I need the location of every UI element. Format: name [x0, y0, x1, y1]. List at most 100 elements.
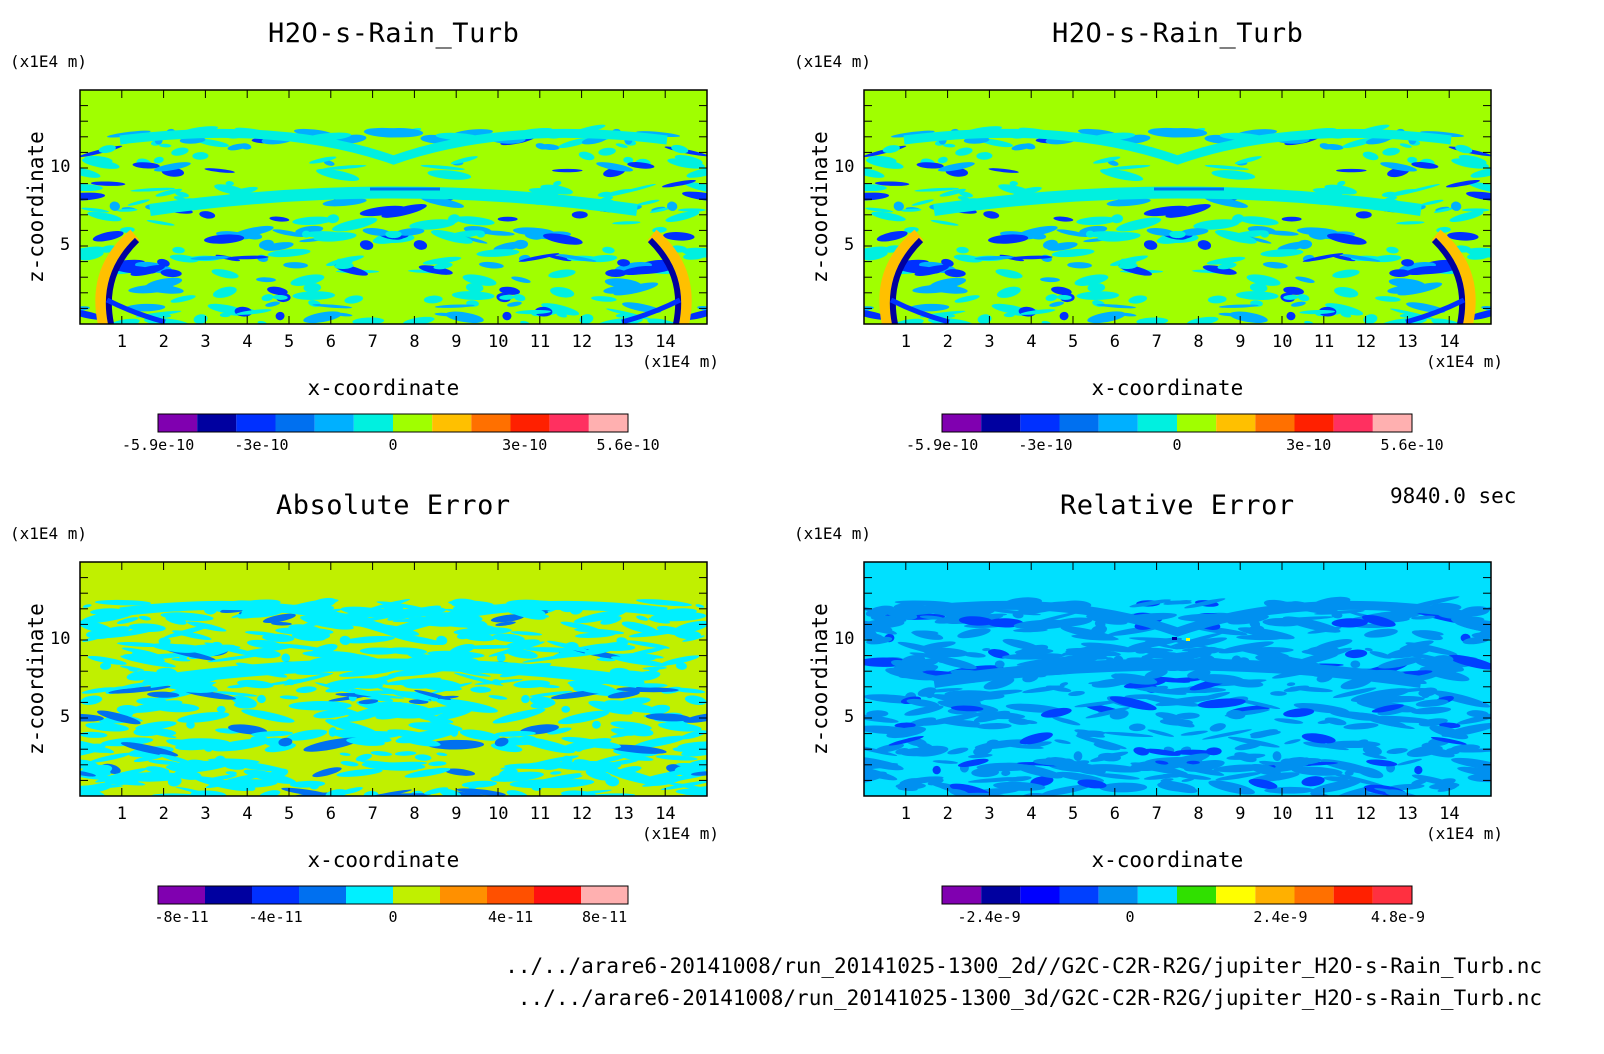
heatmap-patch	[186, 720, 195, 729]
heatmap-patch	[92, 231, 124, 242]
heatmap-patch	[283, 262, 309, 269]
heatmap-patch	[1057, 758, 1075, 768]
colorbar-frame	[157, 413, 629, 433]
heatmap-patch	[1204, 164, 1249, 170]
heatmap-patch	[1401, 259, 1414, 267]
y-tick-label: 10	[834, 157, 855, 177]
colorbar-label: -2.4e-9	[957, 908, 1021, 926]
heatmap-patch	[682, 309, 707, 320]
colorbar-segment	[588, 414, 628, 432]
heatmap-patch	[1011, 255, 1053, 260]
heatmap-patch	[1249, 282, 1268, 293]
plot-frame	[863, 561, 1492, 797]
heatmap-patch	[1344, 649, 1368, 659]
heatmap-patch	[1445, 748, 1460, 755]
heatmap-patch	[323, 160, 335, 166]
heatmap-patch	[1127, 637, 1183, 649]
colorbar-segment	[1372, 886, 1412, 904]
heatmap-patch	[506, 790, 528, 796]
colorbar-segment	[549, 414, 589, 432]
heatmap-patch	[1215, 230, 1257, 244]
heatmap-patch	[900, 208, 922, 212]
heatmap-patch	[996, 286, 1021, 298]
heatmap-patch	[120, 655, 176, 668]
heatmap-patch	[80, 784, 123, 789]
heatmap-patch	[303, 311, 342, 324]
heatmap-patch	[613, 282, 659, 296]
heatmap-patch	[578, 151, 595, 161]
heatmap-patch	[865, 605, 895, 617]
heatmap-patch	[1140, 650, 1168, 660]
heatmap-patch	[1106, 164, 1151, 170]
x-tick-label: 5	[1068, 332, 1079, 352]
heatmap-patch	[1449, 210, 1484, 222]
heatmap-patch	[1179, 228, 1209, 236]
x-tick-label: 8	[1193, 332, 1204, 352]
heatmap-patch	[1455, 144, 1473, 154]
heatmap-patch	[1207, 295, 1227, 304]
heatmap-patch	[1013, 186, 1042, 196]
heatmap-patch	[625, 640, 670, 649]
heatmap-patch	[385, 230, 399, 239]
heatmap-patch	[1420, 131, 1465, 138]
colorbar-label: -5.9e-10	[122, 436, 195, 454]
heatmap-patch	[660, 655, 700, 666]
heatmap-patch	[300, 615, 354, 630]
heatmap-patch	[171, 658, 191, 662]
heatmap-patch	[1077, 779, 1107, 789]
heatmap-patch	[1097, 232, 1141, 242]
heatmap-patch	[334, 262, 354, 270]
heatmap-patch	[1224, 709, 1270, 717]
heatmap-patch	[257, 320, 267, 324]
heatmap-patch	[272, 294, 288, 300]
colorbar-segment	[158, 886, 205, 904]
heatmap-patch	[1399, 640, 1434, 651]
heatmap-patch	[1136, 317, 1169, 324]
heatmap-patch	[1304, 320, 1314, 324]
plot-frame	[79, 561, 708, 797]
heatmap-patch	[667, 158, 706, 169]
heatmap-patch	[540, 184, 573, 195]
heatmap-patch	[80, 167, 101, 178]
heatmap-patch	[1073, 764, 1106, 775]
heatmap-patch	[1197, 698, 1246, 709]
heatmap-patch	[1087, 311, 1126, 324]
heatmap-patch	[1361, 614, 1396, 627]
heatmap-patch	[610, 656, 667, 667]
vortex-warm	[95, 229, 140, 324]
heatmap-patch	[120, 742, 179, 757]
heatmap-patch	[497, 216, 518, 222]
heatmap-patch	[414, 690, 452, 700]
heatmap-patch	[1009, 181, 1018, 186]
heatmap-patch	[80, 251, 104, 261]
rel-spot	[1172, 637, 1177, 640]
colorbar-segment	[1137, 886, 1177, 904]
heatmap-patch	[423, 295, 443, 304]
x-tick-label: 1	[900, 804, 912, 824]
colorbar-segment	[1216, 886, 1256, 904]
x-tick-label: 10	[1272, 332, 1293, 352]
colorbar-segment	[197, 414, 237, 432]
heatmap-patch	[1386, 246, 1399, 254]
colorbar-segment	[252, 886, 299, 904]
heatmap-patch	[1407, 156, 1418, 164]
colorbar-segment	[1177, 886, 1217, 904]
x-tick-label: 5	[284, 332, 295, 352]
y-axis-label: z-coordinate	[24, 603, 48, 755]
heatmap-patch	[1319, 143, 1332, 150]
heatmap-patch	[1167, 761, 1225, 776]
heatmap-patch	[327, 214, 340, 224]
heatmap-patch	[1414, 765, 1423, 775]
heatmap-patch	[530, 701, 554, 709]
heatmap-patch	[615, 143, 628, 148]
heatmap-patch	[395, 228, 425, 236]
heatmap-patch	[1147, 729, 1175, 737]
x-axis-label: x-coordinate	[307, 848, 460, 872]
heatmap-patch	[80, 309, 105, 320]
colorbar-segment	[1333, 414, 1373, 432]
heatmap-patch	[138, 615, 151, 621]
colorbar-segment	[981, 886, 1021, 904]
heatmap-patch	[227, 684, 251, 689]
heatmap-patch	[1096, 304, 1137, 309]
heatmap-patch	[1143, 773, 1182, 780]
